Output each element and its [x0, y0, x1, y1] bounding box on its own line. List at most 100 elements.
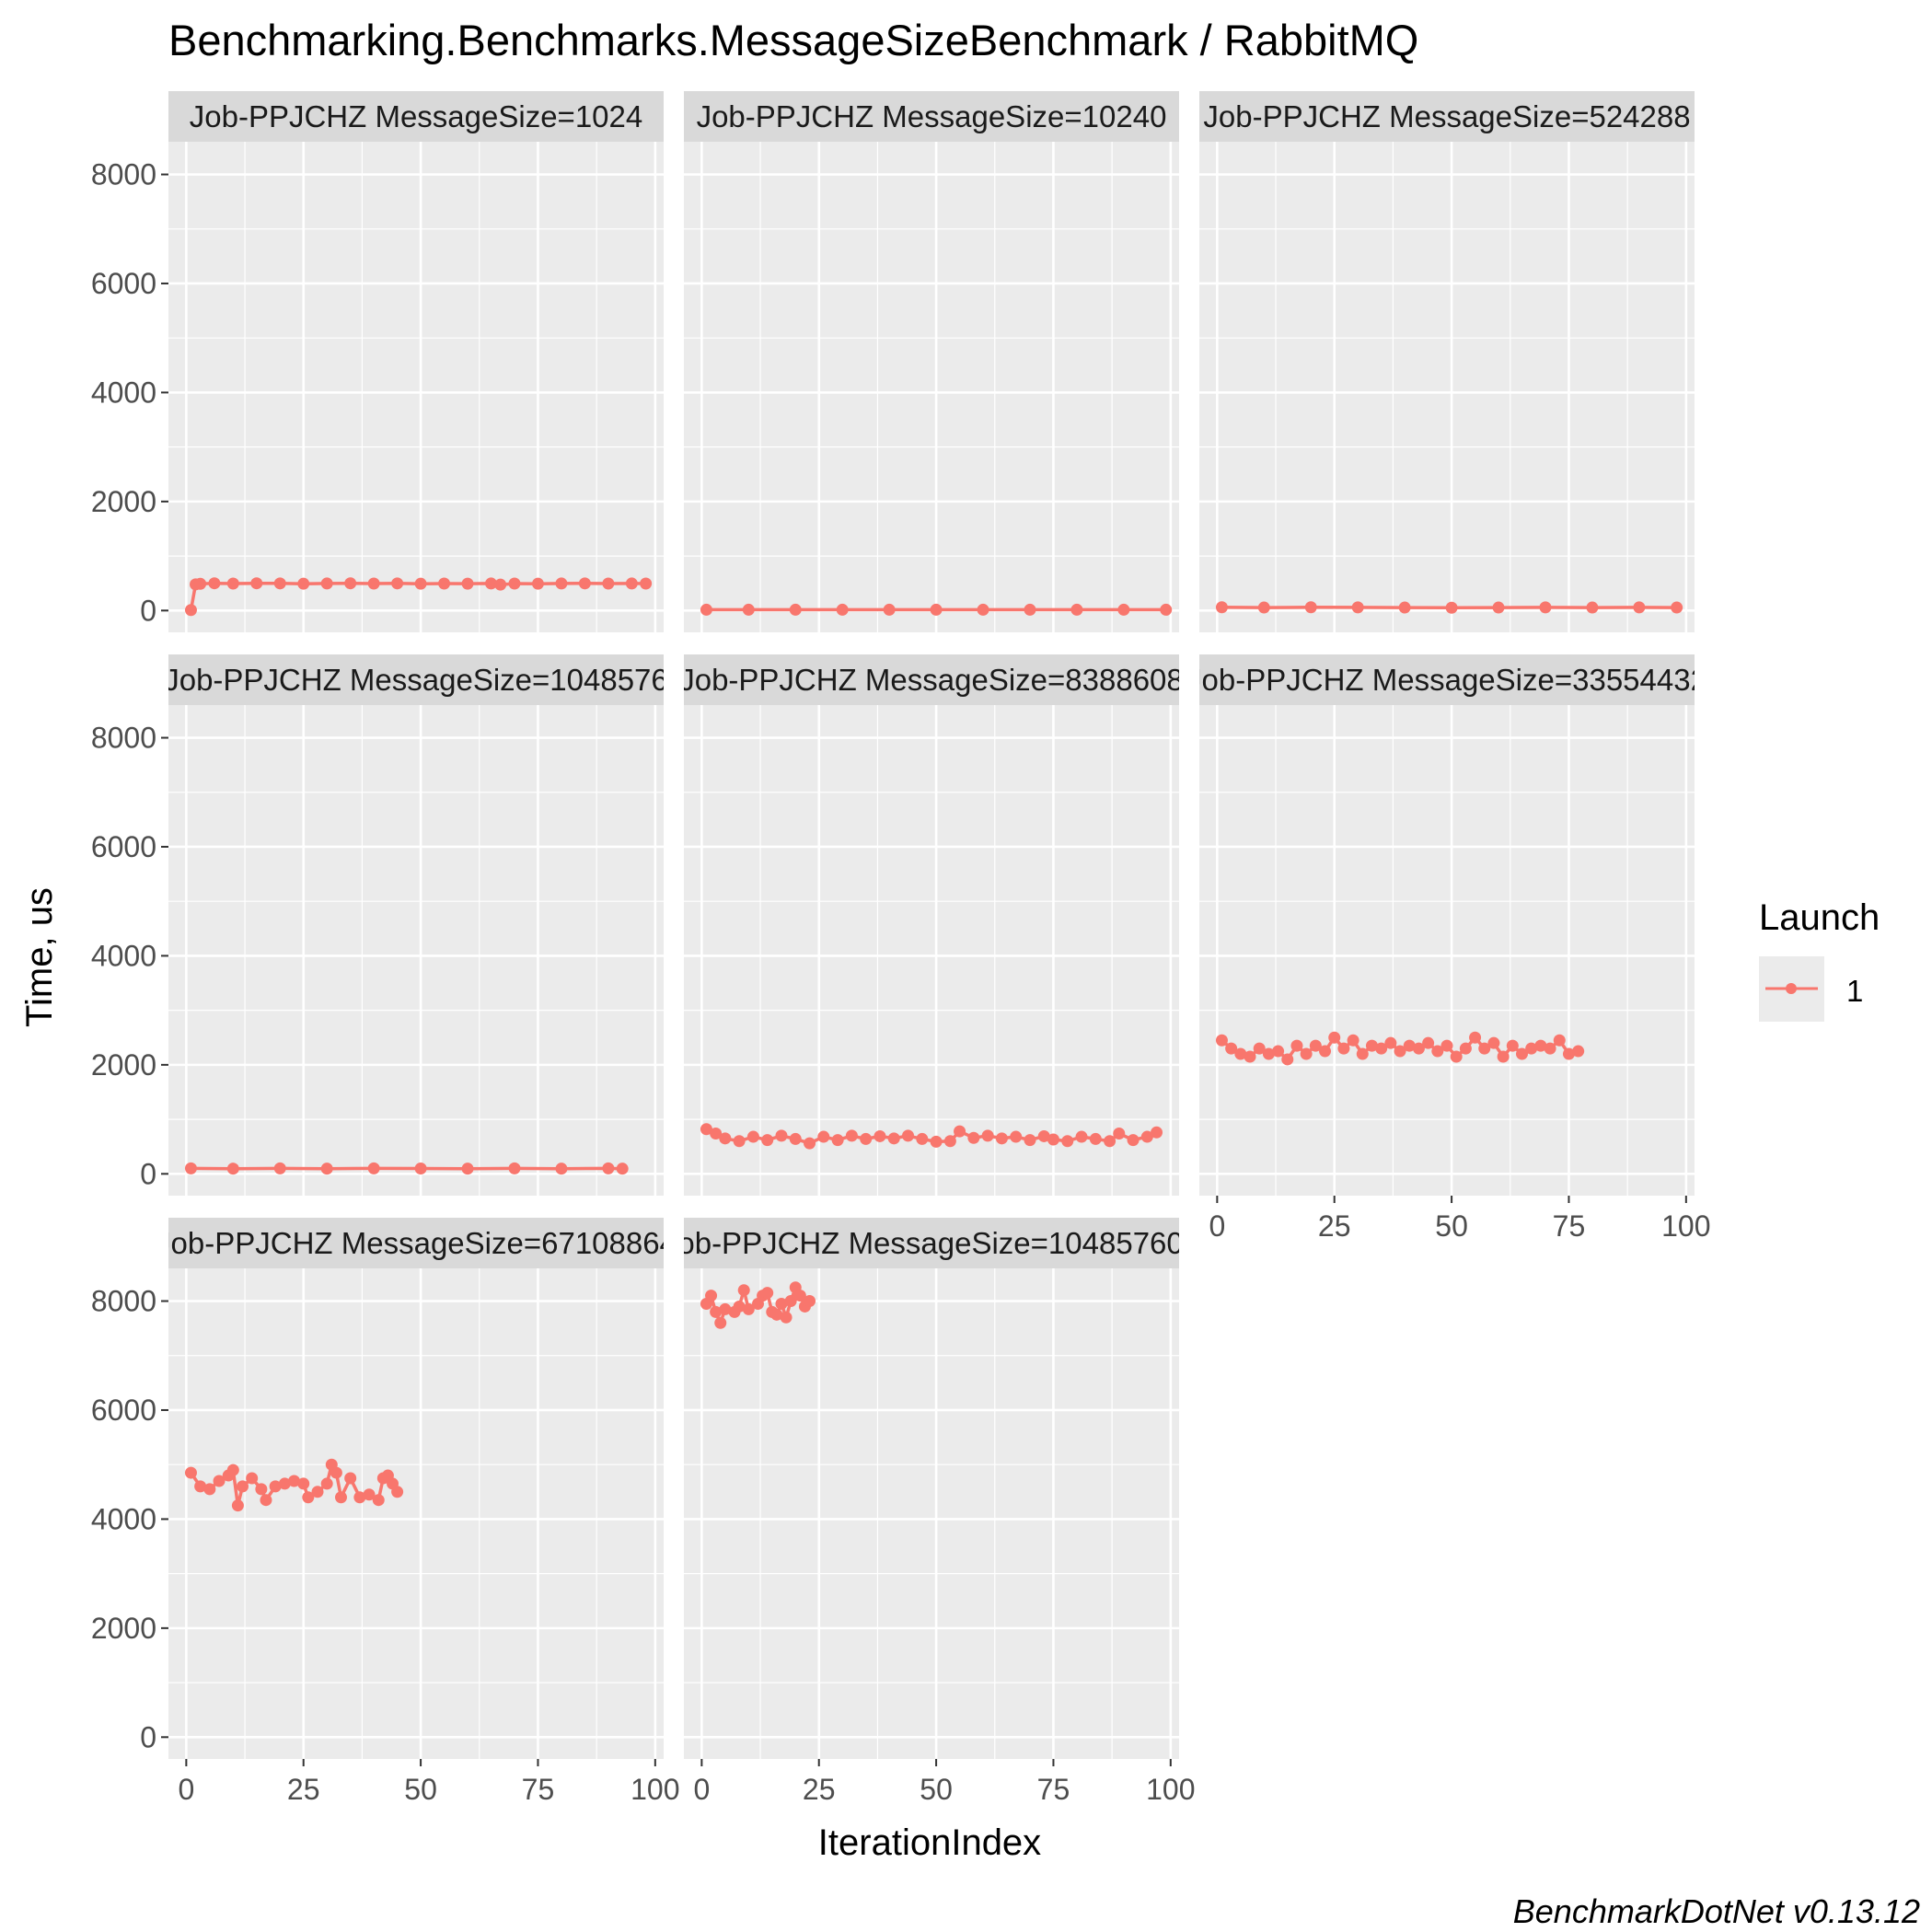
y-tick-label: 2000 [91, 485, 156, 518]
series-launch-1 [184, 577, 653, 617]
y-tick-label: 6000 [91, 830, 156, 863]
data-point [578, 577, 591, 590]
axes: 0 2000 4000 6000 8000 0 2000 4000 6000 8000 0 25 50 7… [91, 158, 1711, 1806]
data-point [353, 1491, 366, 1504]
data-point [302, 1491, 315, 1504]
data-point [1671, 601, 1683, 614]
data-point [1394, 1045, 1406, 1058]
data-point [1356, 1047, 1369, 1060]
facet-strip-label: Job-PPJCHZ MessageSize=67108864 [156, 1226, 677, 1260]
data-point [845, 1129, 858, 1142]
data-point [1633, 601, 1646, 614]
facet-panel: Job-PPJCHZ MessageSize=67108864 [156, 1218, 677, 1759]
data-point [831, 1134, 844, 1147]
data-point [1281, 1053, 1294, 1066]
facet-strip [1199, 654, 1695, 705]
y-tick-label: 8000 [91, 158, 156, 191]
data-point [930, 603, 943, 616]
data-point [995, 1132, 1008, 1145]
x-tick-label: 50 [1435, 1209, 1468, 1243]
panel-background [168, 142, 664, 632]
data-point [943, 1135, 956, 1148]
data-point [789, 1132, 802, 1145]
facet-strip-label: Job-PPJCHZ MessageSize=8388608 [679, 663, 1184, 697]
data-point [742, 603, 755, 616]
data-point [640, 577, 653, 590]
data-point [1384, 1036, 1397, 1049]
facet-strip-label: Job-PPJCHZ MessageSize=104857600 [663, 1226, 1200, 1260]
data-point [775, 1297, 788, 1310]
y-tick-label: 4000 [91, 939, 156, 972]
data-point [1127, 1134, 1140, 1147]
panel-background [1199, 142, 1695, 632]
data-point [1319, 1045, 1332, 1058]
data-point [700, 603, 712, 616]
data-point [184, 1466, 197, 1479]
data-point [508, 577, 521, 590]
data-point [184, 1162, 197, 1174]
data-point [311, 1486, 324, 1498]
y-tick-label: 2000 [91, 1612, 156, 1645]
data-point [784, 1295, 797, 1308]
data-point [737, 1284, 750, 1297]
data-point [761, 1134, 774, 1147]
data-point [1257, 601, 1270, 614]
data-point [1113, 1127, 1126, 1140]
x-tick-label: 25 [287, 1773, 320, 1806]
data-point [236, 1480, 249, 1493]
data-point [1234, 1047, 1247, 1060]
data-point [1375, 1042, 1388, 1055]
panel-background [684, 705, 1179, 1196]
x-tick-label: 50 [404, 1773, 437, 1806]
facet-panel: Job-PPJCHZ MessageSize=1048576 [168, 654, 664, 1196]
data-point [391, 1486, 404, 1498]
data-point [1412, 1042, 1425, 1055]
data-point [1089, 1132, 1102, 1145]
x-tick-label: 100 [1146, 1773, 1195, 1806]
data-point [1290, 1039, 1303, 1052]
legend-key-point [1786, 983, 1797, 994]
data-point [1525, 1042, 1538, 1055]
data-point [793, 1290, 806, 1302]
y-tick-label: 4000 [91, 376, 156, 409]
data-point [1140, 1130, 1153, 1143]
data-point [297, 577, 310, 590]
data-point [1151, 1126, 1163, 1139]
data-point [461, 577, 474, 590]
data-point [1304, 601, 1317, 614]
data-point [273, 1162, 286, 1174]
data-point [1047, 1133, 1059, 1146]
series-launch-1 [700, 603, 1173, 616]
data-point [485, 577, 498, 590]
data-point [555, 577, 568, 590]
data-point [1572, 1045, 1585, 1058]
data-point [250, 577, 263, 590]
facet-panel: Job-PPJCHZ MessageSize=8388608 [679, 654, 1184, 1196]
data-point [770, 1308, 783, 1321]
data-point [1431, 1045, 1444, 1058]
data-point [1272, 1045, 1285, 1058]
caption: BenchmarkDotNet v0.13.12 [1513, 1892, 1920, 1930]
data-point [789, 603, 802, 616]
data-point [883, 603, 896, 616]
y-tick-label: 0 [140, 594, 156, 627]
data-point [208, 577, 221, 590]
data-point [391, 577, 404, 590]
chart-title: Benchmarking.Benchmarks.MessageSizeBench… [168, 16, 1418, 64]
x-tick-label: 50 [920, 1773, 953, 1806]
data-point [1215, 1034, 1228, 1047]
data-point [1365, 1039, 1378, 1052]
data-point [733, 1135, 746, 1148]
data-point [1024, 1134, 1036, 1147]
legend-title: Launch [1759, 897, 1880, 938]
data-point [278, 1477, 291, 1490]
series-launch-1 [700, 1281, 816, 1329]
data-point [1075, 1130, 1088, 1143]
y-tick-label: 8000 [91, 1285, 156, 1318]
data-point [414, 577, 427, 590]
data-point [1351, 601, 1364, 614]
x-tick-label: 75 [1037, 1773, 1070, 1806]
facet-panel: Job-PPJCHZ MessageSize=10240 [684, 91, 1179, 632]
data-point [226, 1463, 239, 1476]
data-point [602, 1162, 615, 1174]
